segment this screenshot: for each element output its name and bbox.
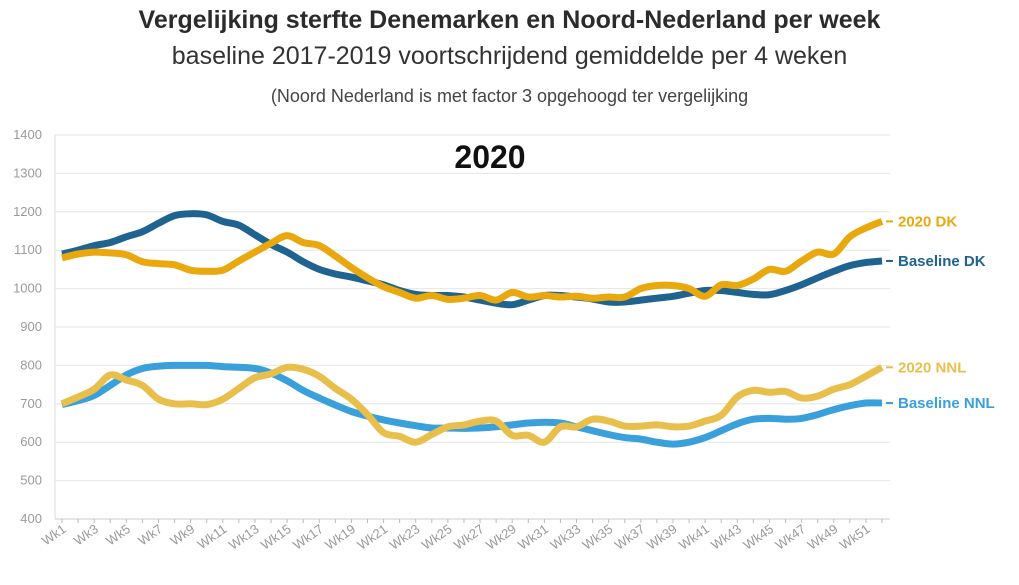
x-tick-label: Wk29 [483,521,519,552]
y-tick-label: 400 [20,511,42,526]
x-tick-label: Wk37 [612,521,648,552]
x-tick-label: Wk19 [322,521,358,552]
gridlines [55,134,890,520]
x-tick-label: Wk9 [167,521,197,548]
y-tick-label: 800 [20,357,42,372]
x-tick-label: Wk31 [515,521,551,552]
x-tick-label: Wk13 [226,521,262,552]
series-end-labels: 2020 DK Baseline DK 2020 NNL Baseline NNL [886,213,995,412]
x-tick-label: Wk35 [580,521,616,552]
x-tick-label: Wk11 [194,521,229,552]
y-tick-label: 1000 [13,281,42,296]
series-label-baseline-nnl: Baseline NNL [898,395,995,412]
x-tick-label: Wk17 [290,521,326,552]
x-tick-label: Wk25 [419,521,455,552]
series-label-2020-dk: 2020 DK [898,213,957,230]
x-tick-label: Wk33 [547,521,583,552]
chart-title: Vergelijking sterfte Denemarken en Noord… [138,6,881,34]
y-tick-label: 700 [20,396,42,411]
x-tick-label: Wk43 [708,521,744,552]
x-tick-label: Wk15 [258,521,294,552]
series-line-baseline-nnl [61,361,883,448]
series-label-2020-nnl: 2020 NNL [898,359,966,376]
chart-subtitle: baseline 2017-2019 voortschrijdend gemid… [171,42,848,70]
series-line-2020-dk [61,218,884,304]
x-tick-label: Wk49 [805,521,841,552]
y-tick-label: 500 [20,473,42,488]
x-tick-label: Wk45 [740,521,776,552]
x-tick-label: Wk5 [103,521,133,548]
x-tick-label: Wk47 [773,521,809,552]
x-tick-label: Wk51 [837,521,873,552]
x-axis: Wk1 Wk3 Wk5 Wk7 Wk9Wk11Wk13Wk15Wk17Wk19Wk21W… [39,518,890,553]
y-tick-label: 1100 [14,242,42,257]
x-tick-label: Wk23 [387,521,423,552]
x-tick-label: Wk3 [71,521,101,548]
x-tick-label: Wk41 [676,521,712,552]
y-tick-label: 600 [20,434,42,449]
y-tick-label: 900 [20,319,42,334]
x-tick-label: Wk39 [644,521,680,552]
x-tick-label: Wk27 [451,521,487,552]
series-label-baseline-dk: Baseline DK [898,253,986,270]
series-lines [60,210,884,448]
x-tick-label: Wk1 [39,521,69,548]
series-line-2020-nnl [60,363,884,446]
y-axis: 400 500 600 700 800 900 1000 1100 1200 1300 1400 [13,127,56,526]
y-tick-label: 1300 [13,165,42,180]
x-tick-label: Wk21 [354,521,390,552]
chart-note: (Noord Nederland is met factor 3 opgehoo… [270,86,749,106]
x-tick-label: Wk7 [135,521,165,548]
year-label: 2020 [454,139,525,175]
y-tick-label: 1200 [13,204,42,219]
series-line-baseline-dk [61,210,883,309]
y-tick-label: 1400 [13,127,42,142]
